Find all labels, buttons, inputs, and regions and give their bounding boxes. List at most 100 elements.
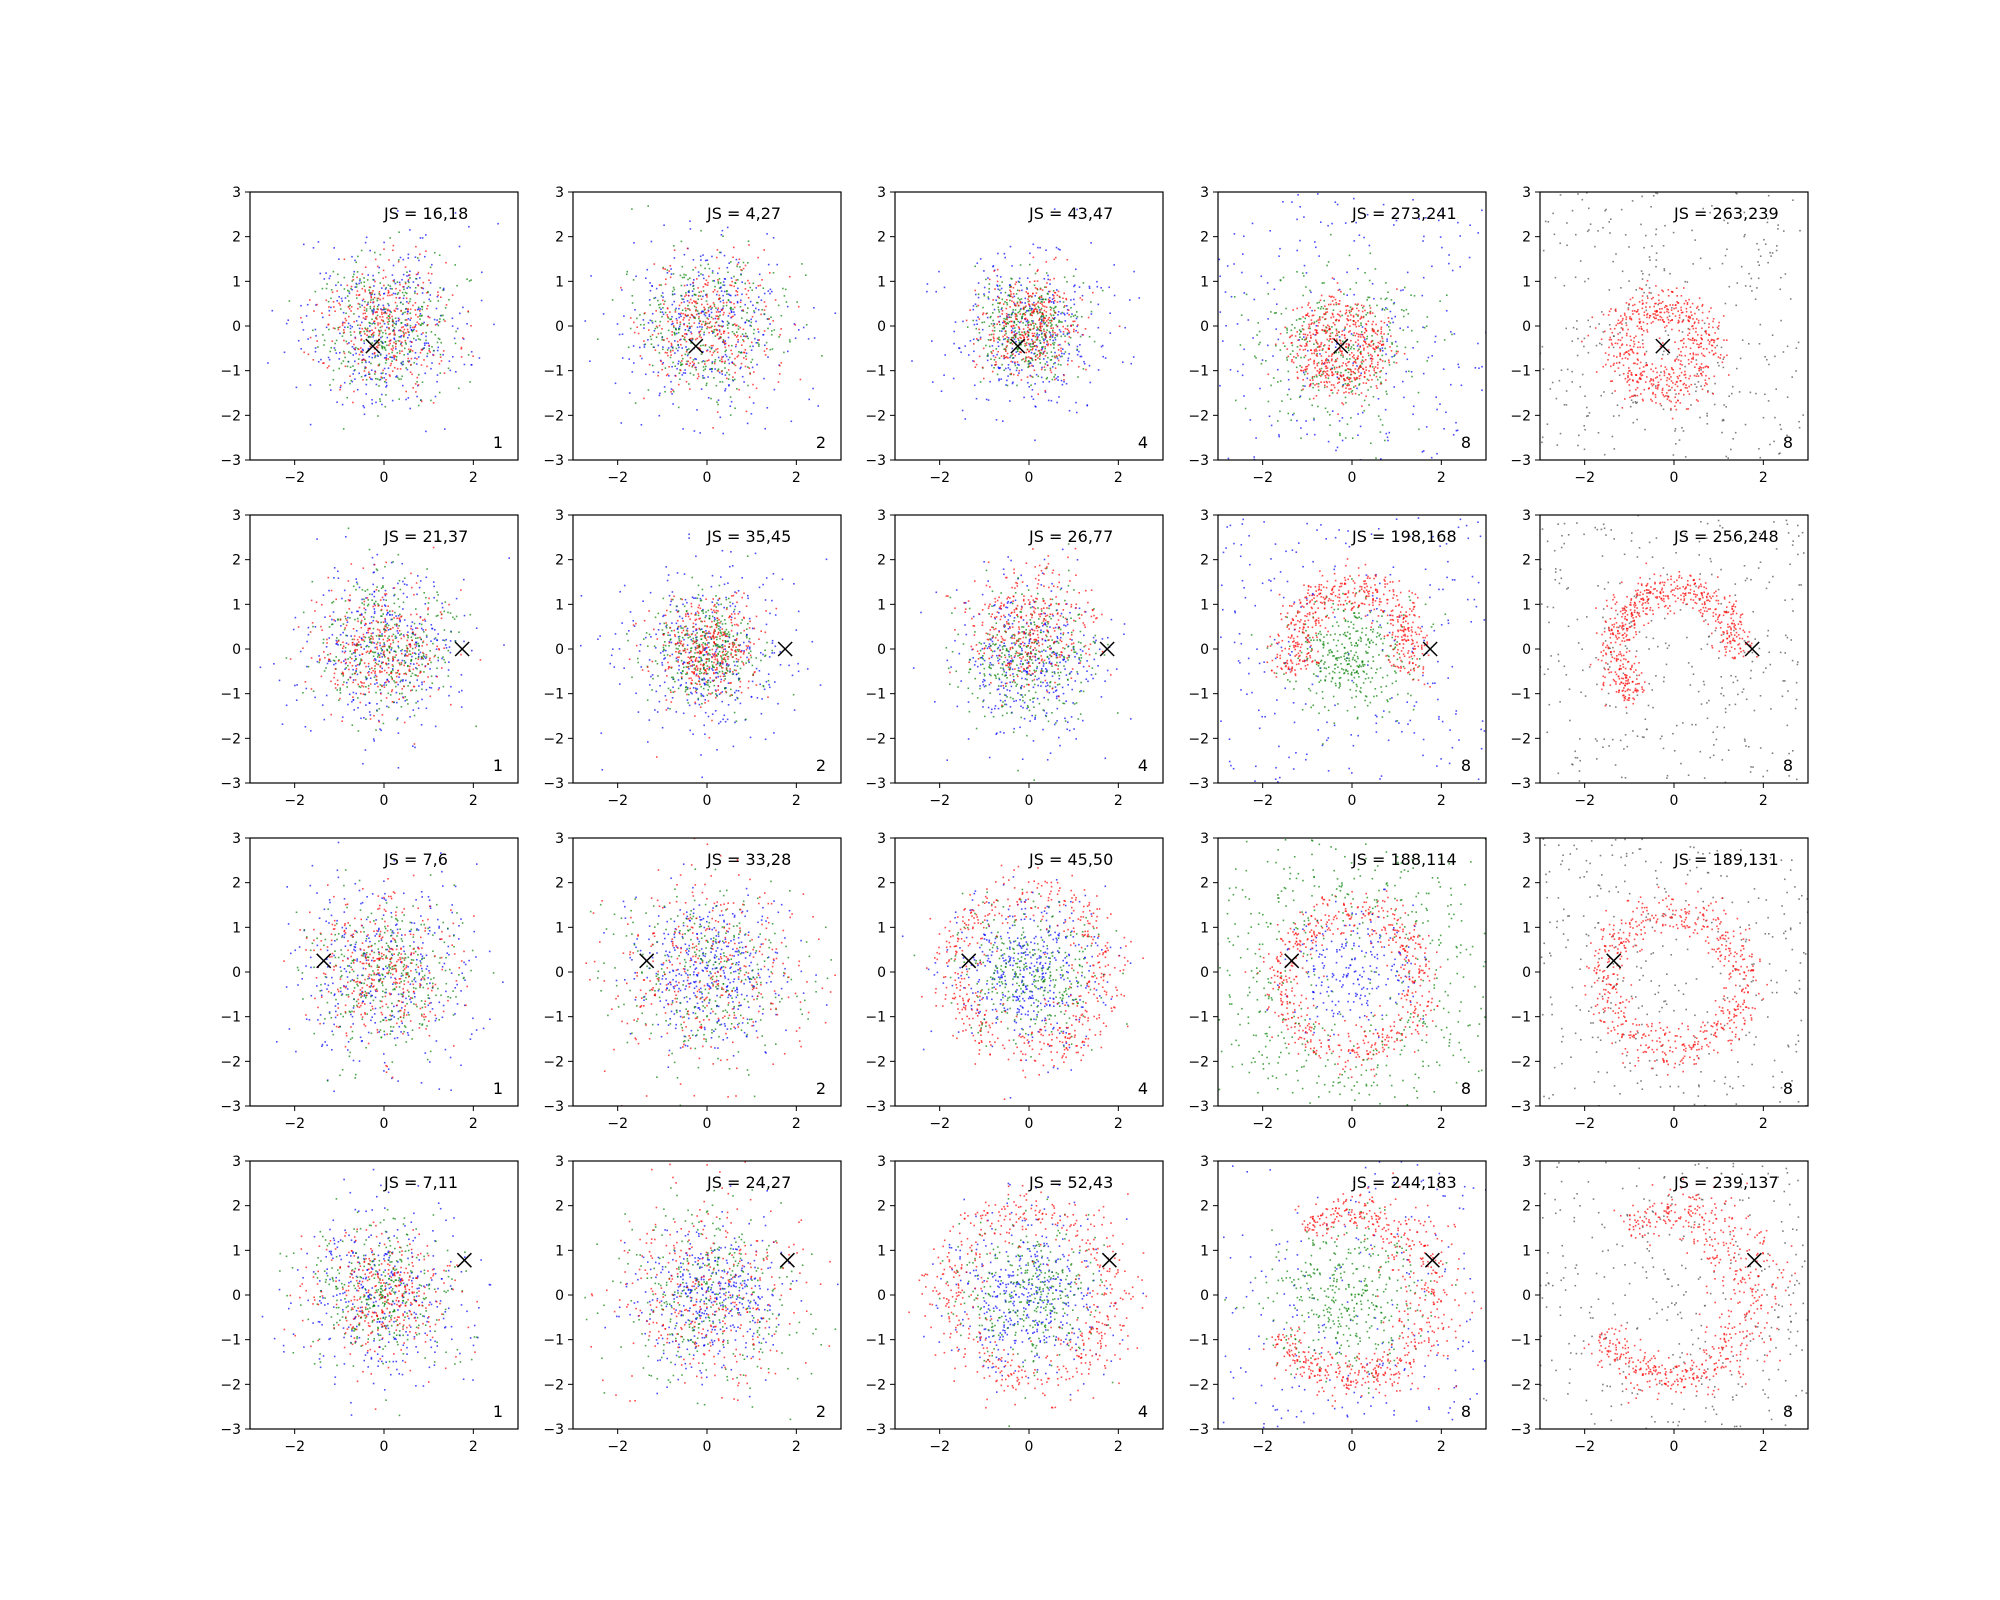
scatter-point-red — [1323, 362, 1326, 365]
scatter-point-blue — [1430, 456, 1433, 459]
scatter-point-green — [1017, 297, 1019, 300]
scatter-point-green — [1088, 335, 1091, 338]
scatter-point-red — [1357, 349, 1359, 352]
scatter-point-blue — [302, 329, 305, 331]
scatter-point-red — [415, 391, 417, 393]
scatter-point-green — [639, 314, 641, 316]
scatter-point-green — [329, 350, 331, 353]
scatter-point-red — [1302, 328, 1305, 331]
scatter-point-green — [1323, 386, 1326, 389]
scatter-point-red — [1054, 332, 1056, 334]
scatter-point-red — [1041, 325, 1043, 328]
scatter-point-blue — [670, 345, 673, 348]
scatter-point-red — [1026, 336, 1028, 338]
scatter-point-blue — [1000, 276, 1002, 278]
scatter-point-green — [782, 287, 784, 290]
scatter-point-red — [749, 373, 751, 375]
scatter-point-green — [1040, 314, 1043, 317]
scatter-point-gray — [1802, 414, 1804, 416]
scatter-point-blue — [1407, 326, 1409, 328]
scatter-point-green — [1019, 308, 1022, 311]
scatter-point-green — [378, 385, 380, 387]
scatter-point-red — [1003, 321, 1006, 324]
scatter-point-blue — [614, 382, 617, 385]
scatter-point-blue — [1364, 338, 1366, 341]
scatter-point-blue — [396, 308, 399, 310]
scatter-point-green — [1009, 342, 1012, 344]
scatter-point-red — [732, 256, 734, 259]
scatter-point-blue — [431, 362, 433, 364]
scatter-point-red — [387, 289, 390, 292]
scatter-point-red — [1060, 347, 1062, 350]
scatter-point-green — [1305, 286, 1307, 288]
scatter-point-blue — [1026, 277, 1029, 279]
scatter-point-red — [1643, 311, 1646, 313]
scatter-point-red — [1300, 369, 1302, 372]
scatter-point-red — [1023, 340, 1026, 342]
scatter-point-green — [1053, 344, 1055, 346]
scatter-point-red — [407, 278, 410, 281]
scatter-point-red — [1304, 354, 1307, 357]
scatter-point-red — [1678, 392, 1680, 395]
scatter-point-red — [1336, 332, 1338, 335]
scatter-point-red — [738, 388, 740, 391]
scatter-point-red — [1312, 314, 1315, 317]
scatter-point-red — [1395, 362, 1398, 364]
scatter-point-gray — [1669, 272, 1671, 275]
scatter-point-green — [989, 316, 992, 319]
scatter-point-gray — [1625, 322, 1627, 324]
scatter-point-green — [1344, 396, 1347, 399]
scatter-point-green — [1046, 340, 1048, 342]
scatter-point-blue — [683, 301, 685, 303]
scatter-point-red — [661, 363, 664, 365]
scatter-point-blue — [1104, 357, 1107, 359]
scatter-point-red — [1331, 389, 1333, 391]
scatter-point-red — [1077, 331, 1079, 334]
scatter-point-blue — [662, 296, 664, 298]
scatter-point-blue — [414, 256, 417, 258]
scatter-point-green — [363, 281, 366, 283]
scatter-point-red — [711, 354, 713, 356]
scatter-point-green — [1044, 298, 1047, 301]
scatter-point-red — [360, 350, 363, 353]
scatter-point-green — [409, 300, 411, 303]
scatter-point-blue — [700, 311, 703, 313]
scatter-point-green — [717, 282, 720, 285]
scatter-point-red — [357, 362, 360, 365]
scatter-point-green — [398, 398, 400, 400]
scatter-point-blue — [776, 263, 778, 266]
scatter-point-blue — [662, 362, 664, 364]
scatter-point-green — [704, 368, 706, 370]
scatter-point-red — [1350, 314, 1352, 316]
scatter-point-green — [1053, 341, 1056, 344]
scatter-point-red — [1357, 303, 1359, 305]
scatter-point-red — [404, 339, 407, 342]
scatter-point-green — [1336, 334, 1339, 337]
scatter-point-green — [1277, 381, 1279, 383]
scatter-point-blue — [675, 307, 677, 310]
scatter-point-red — [1348, 388, 1350, 390]
scatter-point-blue — [1296, 218, 1298, 221]
scatter-point-green — [1039, 287, 1042, 290]
scatter-point-gray — [1780, 276, 1782, 279]
scatter-point-blue — [703, 313, 706, 316]
scatter-point-green — [1391, 341, 1393, 344]
scatter-point-gray — [1651, 245, 1653, 247]
scatter-point-green — [1358, 383, 1361, 385]
scatter-point-red — [991, 370, 994, 373]
scatter-point-blue — [372, 310, 375, 313]
scatter-point-blue — [672, 322, 674, 325]
scatter-point-blue — [1267, 318, 1269, 320]
scatter-point-green — [979, 381, 982, 383]
scatter-point-red — [406, 313, 409, 315]
scatter-point-blue — [1013, 295, 1016, 298]
scatter-point-blue — [481, 271, 483, 274]
scatter-point-blue — [763, 377, 765, 380]
scatter-point-green — [706, 317, 708, 319]
scatter-point-green — [745, 335, 748, 338]
scatter-point-green — [974, 265, 976, 268]
scatter-point-red — [969, 309, 971, 311]
scatter-point-red — [683, 284, 686, 287]
scatter-point-red — [389, 294, 391, 297]
scatter-point-blue — [1457, 221, 1459, 224]
